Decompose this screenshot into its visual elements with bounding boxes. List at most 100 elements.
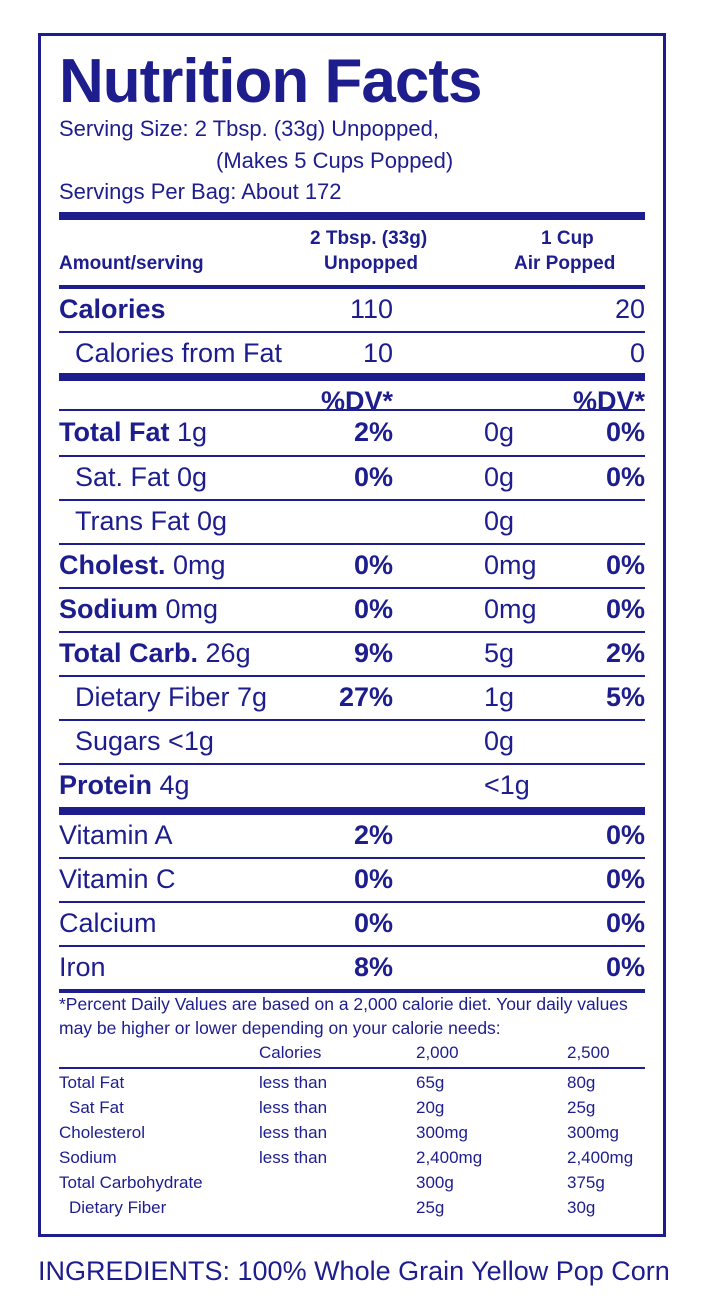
nutrient-dv1: 0% — [353, 594, 393, 624]
footer-row-2500: 300mg — [567, 1123, 619, 1142]
footer-row-2500: 375g — [567, 1173, 605, 1192]
nutrient-amount2: 0g — [484, 726, 515, 756]
footer-row-2000: 65g — [416, 1073, 445, 1092]
calories-v1: 110 — [349, 294, 393, 324]
nutrient-row-sat-fat: Sat. Fat 0g 0% 0g 0% — [59, 457, 645, 501]
dv-header-row: %DV* %DV* — [59, 381, 645, 416]
vitamin-dv1: 8% — [353, 952, 393, 982]
header-col2-line2: Air Popped — [514, 253, 616, 274]
nutrient-dv2: 0% — [605, 594, 645, 624]
footer-row-label: Cholesterol — [59, 1123, 145, 1142]
nutrient-amount2: <1g — [484, 770, 530, 800]
nutrition-label: Nutrition Facts Serving Size: 2 Tbsp. (3… — [38, 33, 666, 1237]
vitamin-label: Calcium — [59, 908, 157, 938]
rule-header — [59, 285, 645, 289]
nutrient-label: Protein — [59, 770, 153, 800]
vitamin-label: Iron — [59, 952, 106, 982]
nutrient-row-dietary-fiber: Dietary Fiber 7g 27% 1g 5% — [59, 677, 645, 721]
nutrient-amount2: 5g — [484, 638, 515, 668]
footer-row-2000: 300g — [416, 1173, 454, 1192]
nutrient-row-sodium: Sodium 0mg 0% 0mg 0% — [59, 589, 645, 633]
nutrient-dv2: 0% — [605, 550, 645, 580]
nutrient-dv1: 0% — [353, 550, 393, 580]
dv-header-col1: %DV* — [320, 386, 393, 416]
nutrient-amount2: 0mg — [484, 550, 537, 580]
footnote-line2: may be higher or lower depending on your… — [59, 1018, 501, 1038]
footer-row-2500: 2,400mg — [567, 1148, 634, 1167]
servings-per: Servings Per Bag: About 172 — [59, 179, 342, 204]
vitamin-dv2: 0% — [605, 952, 645, 982]
calories-row: Calories 110 20 — [59, 289, 645, 333]
nutrient-label: Total Carb. — [59, 638, 199, 668]
nutrient-row-total-fat: Total Fat 1g 2% 0g 0% — [59, 412, 645, 456]
footer-row-qualifier: less than — [259, 1123, 328, 1142]
calories-fat-row: Calories from Fat 10 0 — [59, 333, 645, 377]
calories-fat-v2: 0 — [629, 338, 645, 368]
footnote-line1: *Percent Daily Values are based on a 2,0… — [59, 994, 628, 1014]
header-col1-line1: 2 Tbsp. (33g) — [310, 228, 428, 249]
footer-row-2000: 2,400mg — [416, 1148, 483, 1167]
nutrient-dv1: 9% — [353, 638, 393, 668]
nutrient-label: Sugars <1g — [75, 726, 214, 756]
nutrient-dv2: 5% — [605, 682, 645, 712]
rule-thick-top — [59, 212, 645, 220]
nutrient-label: Total Fat — [59, 417, 170, 447]
nutrient-row-cholesterol: Cholest. 0mg 0% 0mg 0% — [59, 545, 645, 589]
footer-header-2000: 2,000 — [416, 1043, 459, 1062]
footer-row-qualifier: less than — [259, 1148, 328, 1167]
nutrient-amount2: 1g — [484, 682, 515, 712]
nutrient-dv1: 2% — [353, 417, 393, 447]
nutrient-dv2: 0% — [605, 462, 645, 492]
nutrient-amount: 1g — [177, 417, 208, 447]
nutrient-amount: 26g — [205, 638, 251, 668]
footer-row-qualifier: less than — [259, 1098, 328, 1117]
footer-row-2500: 80g — [567, 1073, 596, 1092]
nutrient-amount2: 0g — [484, 506, 515, 536]
vitamin-dv2: 0% — [605, 820, 645, 850]
footer-row-label: Sodium — [59, 1148, 117, 1167]
dv-header-col2: %DV* — [572, 386, 645, 416]
calories-fat-label: Calories from Fat — [75, 338, 283, 368]
serving-size-cont: (Makes 5 Cups Popped) — [216, 148, 454, 173]
nutrient-row-trans-fat: Trans Fat 0g 0g — [59, 501, 645, 545]
vitamin-dv2: 0% — [605, 908, 645, 938]
header-amount: Amount/serving — [59, 253, 204, 274]
nutrient-amount: 0mg — [165, 594, 219, 624]
nutrient-amount: 0mg — [173, 550, 226, 580]
rule-thick-vitamins — [59, 807, 645, 815]
footer-row-2000: 20g — [416, 1098, 445, 1117]
vitamin-dv1: 2% — [353, 820, 393, 850]
vitamin-dv1: 0% — [353, 864, 393, 894]
nutrient-dv2: 0% — [605, 417, 645, 447]
footer-row-label: Dietary Fiber — [69, 1198, 167, 1217]
vitamin-label: Vitamin A — [59, 820, 173, 850]
vitamin-label: Vitamin C — [59, 864, 176, 894]
footer-row-qualifier: less than — [259, 1073, 328, 1092]
nutrient-row-protein: Protein 4g <1g — [59, 765, 645, 809]
footer-row-2500: 25g — [567, 1098, 596, 1117]
label-title: Nutrition Facts — [59, 47, 482, 116]
nutrient-label: Trans Fat 0g — [75, 506, 228, 536]
footer-header-2500: 2,500 — [567, 1043, 610, 1062]
nutrient-dv1: 0% — [353, 462, 393, 492]
footer-row-2000: 300mg — [416, 1123, 468, 1142]
nutrient-label: Dietary Fiber 7g — [75, 682, 268, 712]
serving-size: Serving Size: 2 Tbsp. (33g) Unpopped, — [59, 116, 439, 141]
calories-label: Calories — [59, 294, 166, 324]
nutrient-row-total-carb: Total Carb. 26g 9% 5g 2% — [59, 633, 645, 677]
footer-row-label: Sat Fat — [69, 1098, 124, 1117]
footer-row-2500: 30g — [567, 1198, 596, 1217]
rule-footnote — [59, 989, 645, 993]
calories-fat-v1: 10 — [362, 338, 393, 368]
vitamin-row-iron: Iron 8% 0% — [59, 947, 645, 991]
rule-thick-dv — [59, 373, 645, 381]
footer-row-2000: 25g — [416, 1198, 445, 1217]
header-col1-line2: Unpopped — [324, 253, 418, 274]
nutrient-amount2: 0g — [484, 417, 515, 447]
nutrient-label: Sat. Fat 0g — [75, 462, 208, 492]
footer-row-label: Total Fat — [59, 1073, 125, 1092]
nutrient-label: Cholest. — [59, 550, 166, 580]
nutrient-label: Sodium — [59, 594, 158, 624]
vitamin-dv1: 0% — [353, 908, 393, 938]
nutrient-amount: 4g — [159, 770, 190, 800]
